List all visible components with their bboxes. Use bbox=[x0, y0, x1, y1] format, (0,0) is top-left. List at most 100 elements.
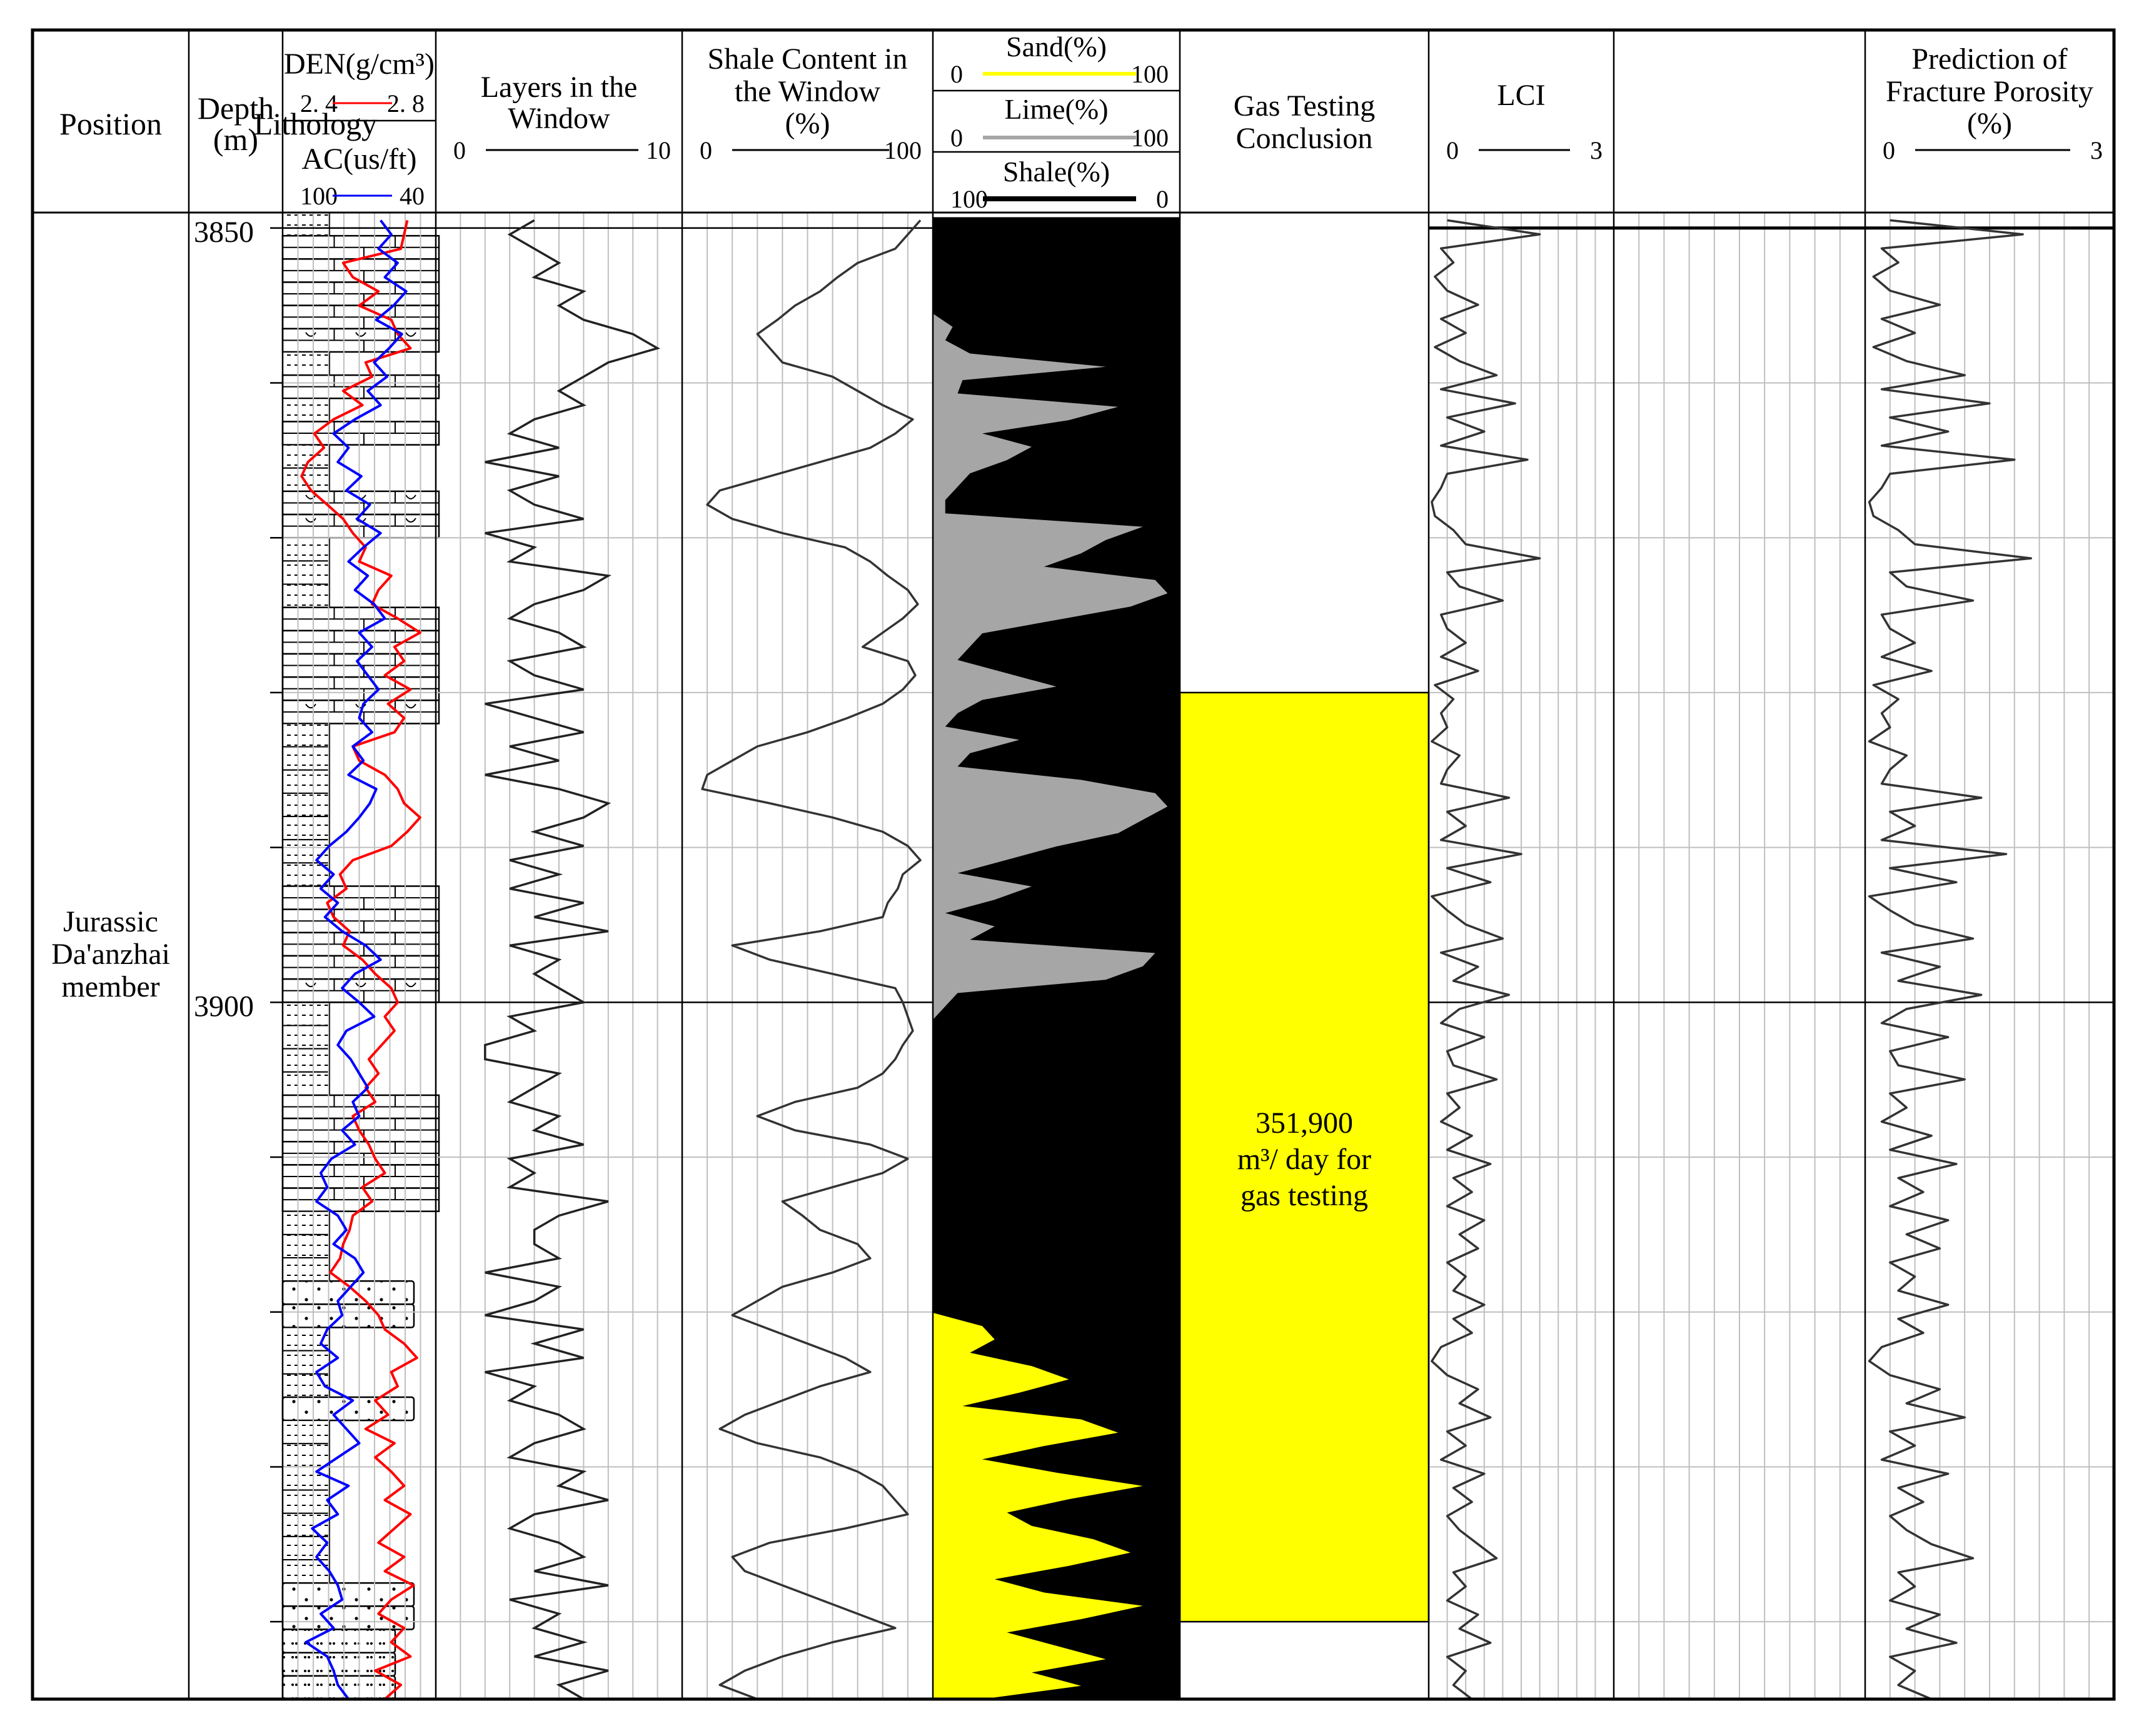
shell-symbol bbox=[405, 518, 416, 523]
shell-symbol bbox=[305, 703, 316, 709]
lithology-bed bbox=[281, 421, 440, 446]
lithology-bed bbox=[281, 304, 440, 330]
lithology-bed bbox=[281, 1141, 440, 1166]
lithology-bed bbox=[282, 583, 330, 608]
ac-curve bbox=[304, 219, 408, 1700]
scale-min-label: 0 bbox=[950, 60, 963, 88]
scale-min-label: 0 bbox=[453, 136, 466, 164]
lithology-bed bbox=[282, 839, 330, 864]
shell-symbol bbox=[355, 703, 366, 709]
lithology-bed bbox=[282, 1535, 330, 1561]
lithology-bed bbox=[281, 374, 440, 399]
scale-min-label: 0 bbox=[1883, 136, 1895, 164]
shale-title-2: the Window bbox=[735, 75, 880, 108]
shell-symbol bbox=[405, 332, 416, 337]
lithology-bed bbox=[282, 792, 330, 818]
layers-title-1: Layers in the bbox=[481, 71, 638, 104]
lithology-bed bbox=[282, 746, 330, 771]
lithology-bed bbox=[282, 212, 330, 237]
lithology-bed bbox=[282, 769, 330, 794]
sand-fill bbox=[933, 220, 1143, 1700]
lithology-bed bbox=[282, 1350, 330, 1375]
lithology-bed bbox=[281, 1187, 440, 1212]
layers-curve bbox=[484, 219, 661, 1700]
lci-curve bbox=[1431, 219, 1541, 1700]
scale-min-label: 2. 4 bbox=[300, 89, 338, 118]
shell-symbol bbox=[405, 703, 416, 709]
scale-min-label: 100 bbox=[950, 185, 988, 213]
lithology-bed bbox=[281, 908, 440, 934]
sand-title: Sand(%) bbox=[1006, 31, 1107, 63]
lithology-bed bbox=[281, 931, 440, 957]
lithology-bed bbox=[281, 1605, 415, 1630]
porosity-title-2: Fracture Porosity bbox=[1886, 75, 2093, 108]
layers-title-2: Window bbox=[508, 102, 610, 135]
depth-header: Depth bbox=[198, 91, 274, 126]
ac-title: AC(us/ft) bbox=[302, 143, 417, 176]
lithology-bed bbox=[282, 1233, 330, 1259]
scale-min-label: 100 bbox=[300, 182, 338, 210]
scale-min-label: 0 bbox=[950, 124, 963, 152]
lithology-bed bbox=[281, 1164, 440, 1189]
lithology-bed bbox=[281, 281, 440, 306]
scale-max-label: 100 bbox=[1131, 124, 1169, 152]
lithology-bed bbox=[282, 560, 330, 585]
scale-min-label: 0 bbox=[700, 136, 712, 164]
lithology-bed bbox=[281, 606, 440, 632]
shell-symbol bbox=[355, 982, 366, 988]
porosity-title-3: (%) bbox=[1967, 107, 2012, 140]
gas-title-1: Gas Testing bbox=[1234, 89, 1375, 123]
lime-title: Lime(%) bbox=[1004, 93, 1108, 125]
scale-max-label: 0 bbox=[1156, 185, 1169, 213]
scale-max-label: 3 bbox=[2090, 136, 2103, 164]
scale-max-label: 10 bbox=[646, 136, 671, 164]
lithology-bed bbox=[282, 1512, 330, 1537]
porosity-curve bbox=[1868, 219, 2033, 1700]
scale-max-label: 3 bbox=[1590, 136, 1603, 164]
shell-symbol bbox=[355, 332, 366, 337]
lithology-bed bbox=[282, 1257, 330, 1282]
lithology-bed bbox=[281, 676, 440, 701]
lithology-bed bbox=[282, 1420, 330, 1445]
lci-title: LCI bbox=[1497, 79, 1545, 112]
shale-curve bbox=[701, 219, 922, 1700]
lithology-bed bbox=[282, 398, 330, 423]
outer-frame bbox=[31, 28, 2116, 1701]
scale-max-label: 2. 8 bbox=[387, 89, 425, 118]
scale-max-label: 100 bbox=[1131, 60, 1169, 88]
lithology-bed bbox=[282, 816, 330, 841]
lithology-bed bbox=[282, 1071, 330, 1096]
lithology-bed bbox=[281, 1303, 415, 1328]
den-curve bbox=[300, 219, 421, 1700]
shell-symbol bbox=[305, 494, 316, 499]
den-title: DEN(g/cm³) bbox=[284, 48, 435, 81]
lime-fill bbox=[933, 220, 1168, 1700]
lithology-bed bbox=[281, 258, 440, 283]
lithology-bed bbox=[281, 328, 440, 353]
lithology-bed bbox=[281, 513, 440, 539]
gas-rate-unit: m³/ day for bbox=[1237, 1143, 1371, 1176]
position-label: Jurassic bbox=[63, 905, 158, 938]
lithology-bed bbox=[282, 467, 330, 492]
lithology-bed bbox=[282, 723, 330, 748]
lithology-bed bbox=[282, 1466, 330, 1491]
shale-title-1: Shale Content in bbox=[708, 43, 908, 76]
position-header: Position bbox=[59, 106, 162, 141]
shell-symbol bbox=[405, 982, 416, 988]
position-label: Da'anzhai bbox=[51, 938, 170, 971]
shell-symbol bbox=[405, 494, 416, 499]
lithology-bed bbox=[281, 885, 440, 910]
scale-max-label: 40 bbox=[400, 182, 425, 210]
lithology-bed bbox=[282, 1210, 330, 1235]
lithology-bed bbox=[282, 1001, 330, 1026]
lithology-bed bbox=[282, 1489, 330, 1514]
lithology-bed bbox=[281, 1117, 440, 1143]
gas-rate-note: gas testing bbox=[1241, 1179, 1368, 1212]
lithology-bed bbox=[281, 490, 440, 516]
lithology-bed bbox=[282, 1373, 330, 1398]
lithology-bed bbox=[282, 537, 330, 562]
depth-unit: (m) bbox=[213, 122, 258, 157]
shale-pct-title: Shale(%) bbox=[1003, 156, 1110, 188]
lithology-bed bbox=[281, 1094, 440, 1120]
shale-title-3: (%) bbox=[785, 107, 830, 140]
